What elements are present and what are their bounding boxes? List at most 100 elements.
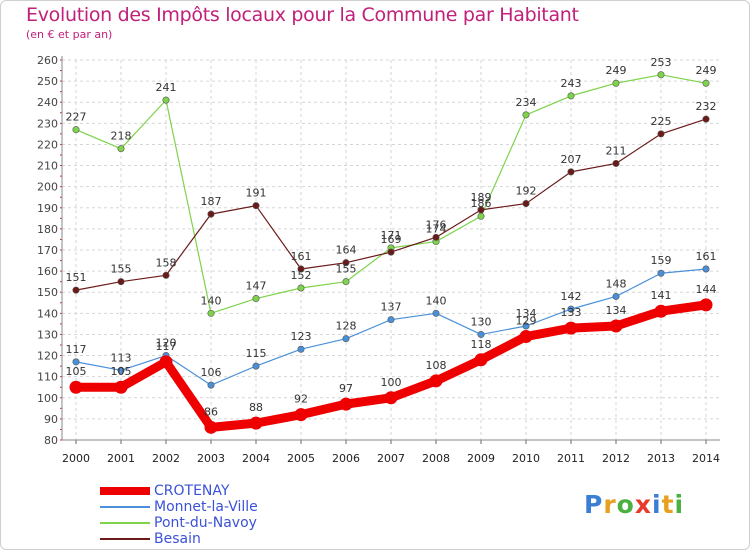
y-tick-label: 190: [37, 202, 58, 215]
data-label-monnet-la-ville: 161: [696, 250, 717, 263]
data-point-monnet-la-ville: [567, 305, 575, 313]
data-point-crotenay: [519, 330, 533, 344]
logo-letter: t: [661, 490, 675, 519]
y-tick-label: 240: [37, 96, 58, 109]
data-label-besain: 161: [291, 250, 312, 263]
data-point-besain: [72, 286, 80, 294]
logo-letter: x: [634, 490, 652, 519]
data-point-crotenay: [609, 319, 623, 333]
data-point-besain: [117, 278, 125, 286]
y-tick-label: 90: [44, 413, 58, 426]
data-point-besain: [252, 202, 260, 210]
data-point-monnet-la-ville: [657, 269, 665, 277]
data-point-crotenay: [249, 416, 263, 430]
x-tick-label: 2001: [107, 452, 135, 465]
data-label-monnet-la-ville: 137: [381, 301, 402, 314]
data-point-monnet-la-ville: [252, 362, 260, 370]
data-point-pont-du-navoy: [342, 278, 350, 286]
data-label-pont-du-navoy: 174: [426, 223, 447, 236]
data-point-monnet-la-ville: [702, 265, 710, 273]
data-point-pont-du-navoy: [117, 145, 125, 153]
data-point-pont-du-navoy: [297, 284, 305, 292]
series-group: [69, 71, 713, 434]
data-label-pont-du-navoy: 140: [201, 294, 222, 307]
data-label-monnet-la-ville: 148: [606, 277, 627, 290]
data-point-pont-du-navoy: [72, 126, 80, 134]
y-tick-label: 180: [37, 223, 58, 236]
line-chart: 8090100110120130140150160170180190200210…: [37, 54, 720, 465]
data-point-crotenay: [654, 304, 668, 318]
data-point-pont-du-navoy: [702, 79, 710, 87]
data-label-crotenay: 105: [66, 365, 87, 378]
data-labels: 227 218 241 140 147 152 155 171 174 186 234 243 249 2…: [66, 56, 717, 419]
data-label-pont-du-navoy: 241: [156, 81, 177, 94]
data-label-besain: 169: [381, 233, 402, 246]
x-tick-label: 2003: [197, 452, 225, 465]
x-tick-label: 2007: [377, 452, 405, 465]
legend-item: Monnet-la-Ville: [100, 499, 400, 515]
legend-swatch: [100, 506, 150, 508]
data-label-besain: 191: [246, 187, 267, 200]
data-point-crotenay: [69, 380, 83, 394]
data-label-besain: 176: [426, 218, 447, 231]
logo-letter: r: [603, 490, 617, 519]
data-point-pont-du-navoy: [162, 96, 170, 104]
data-label-besain: 189: [471, 191, 492, 204]
data-label-monnet-la-ville: 123: [291, 330, 312, 343]
data-label-crotenay: 144: [696, 283, 717, 296]
data-point-crotenay: [339, 397, 353, 411]
data-point-besain: [567, 168, 575, 176]
y-tick-label: 140: [37, 307, 58, 320]
data-point-besain: [207, 210, 215, 218]
data-label-crotenay: 129: [516, 315, 537, 328]
data-label-crotenay: 133: [561, 306, 582, 319]
data-label-crotenay: 88: [249, 401, 263, 414]
data-point-monnet-la-ville: [477, 330, 485, 338]
data-label-monnet-la-ville: 140: [426, 294, 447, 307]
data-point-monnet-la-ville: [612, 292, 620, 300]
data-label-crotenay: 141: [651, 289, 672, 302]
data-label-besain: 155: [111, 263, 132, 276]
y-tick-label: 210: [37, 160, 58, 173]
data-label-pont-du-navoy: 243: [561, 77, 582, 90]
y-tick-label: 260: [37, 54, 58, 67]
data-label-besain: 207: [561, 153, 582, 166]
data-label-pont-du-navoy: 234: [516, 96, 537, 109]
data-point-besain: [342, 259, 350, 267]
y-tick-label: 160: [37, 265, 58, 278]
legend-swatch: [100, 538, 150, 540]
data-label-monnet-la-ville: 159: [651, 254, 672, 267]
x-axis: 2000 2001 2002 2003 2004 2005 2006 2007 2008 2009…: [62, 439, 720, 465]
data-label-pont-du-navoy: 147: [246, 280, 267, 293]
x-tick-label: 2009: [467, 452, 495, 465]
data-label-monnet-la-ville: 142: [561, 290, 582, 303]
data-label-pont-du-navoy: 155: [336, 263, 357, 276]
data-point-besain: [162, 271, 170, 279]
data-label-monnet-la-ville: 130: [471, 315, 492, 328]
y-tick-label: 230: [37, 117, 58, 130]
legend-label: Besain: [154, 531, 201, 547]
data-point-pont-du-navoy: [477, 212, 485, 220]
data-label-besain: 187: [201, 195, 222, 208]
data-point-crotenay: [204, 420, 218, 434]
data-label-pont-du-navoy: 253: [651, 56, 672, 69]
y-tick-label: 200: [37, 181, 58, 194]
data-label-monnet-la-ville: 115: [246, 347, 267, 360]
data-point-besain: [657, 130, 665, 138]
data-point-pont-du-navoy: [522, 111, 530, 119]
data-point-monnet-la-ville: [297, 345, 305, 353]
x-tick-label: 2008: [422, 452, 450, 465]
data-point-besain: [612, 159, 620, 167]
data-label-besain: 225: [651, 115, 672, 128]
data-point-monnet-la-ville: [342, 335, 350, 343]
y-tick-label: 80: [44, 434, 58, 447]
data-point-crotenay: [384, 391, 398, 405]
data-label-crotenay: 100: [381, 376, 402, 389]
data-label-besain: 158: [156, 256, 177, 269]
x-tick-label: 2014: [692, 452, 720, 465]
y-tick-label: 110: [37, 371, 58, 384]
x-tick-label: 2005: [287, 452, 315, 465]
legend-swatch: [100, 522, 150, 524]
data-label-besain: 151: [66, 271, 87, 284]
x-tick-label: 2012: [602, 452, 630, 465]
